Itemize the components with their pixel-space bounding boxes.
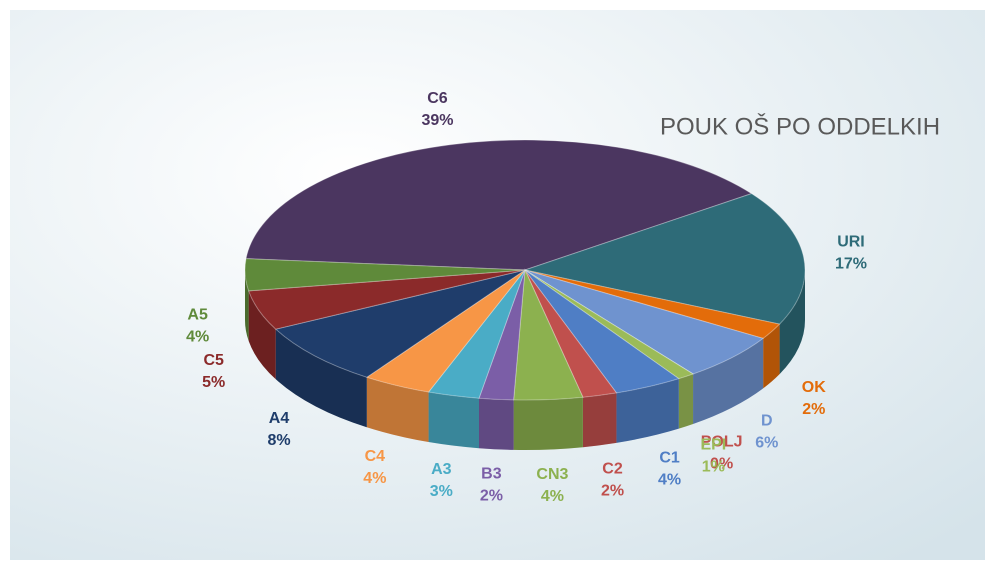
slice [524, 269, 618, 398]
slice [478, 269, 526, 401]
slice-label: D [761, 412, 773, 429]
slice [524, 269, 765, 375]
slice-side-shade [275, 329, 367, 428]
slice [524, 269, 695, 380]
slice-value-label: 4% [541, 488, 564, 505]
slice-label: A4 [269, 410, 290, 427]
slice-side [693, 338, 764, 424]
slice [274, 269, 526, 378]
slice-label: B3 [481, 466, 502, 483]
slice-side [582, 392, 617, 448]
slice-side-shade [248, 290, 276, 380]
slice-side [513, 397, 583, 450]
slice-label: URI [837, 234, 865, 251]
slice [247, 269, 526, 330]
slice-side [275, 329, 367, 428]
slice-side-shade [763, 324, 780, 389]
slice [365, 269, 526, 393]
slice [524, 269, 680, 394]
slice [523, 193, 806, 325]
slice-value-label: 8% [267, 432, 290, 449]
slice-label: C1 [659, 450, 680, 467]
slice-side [248, 290, 276, 380]
slice-side [479, 398, 514, 450]
slice-value-label: 6% [755, 434, 778, 451]
slice-side [366, 377, 429, 443]
slice [427, 269, 526, 399]
slice-side-shade [245, 270, 249, 341]
slice-side-shade [616, 378, 679, 443]
slice-label: C6 [427, 90, 448, 107]
slice-value-label: 3% [430, 483, 453, 500]
slice [524, 269, 781, 339]
slice-side-shade [428, 392, 480, 449]
slice-value-label: 2% [480, 488, 503, 505]
slice-value-label: 2% [802, 401, 825, 418]
slice-label: C2 [602, 461, 623, 478]
slice [245, 139, 753, 271]
slice-label: EPI [700, 436, 726, 453]
slice-value-label: 1% [702, 458, 725, 475]
slice-side [678, 373, 694, 429]
chart-title: POUK OŠ PO ODDELKIH [660, 112, 940, 140]
slice-side-shade [678, 373, 694, 429]
slice [513, 268, 584, 401]
slice-label: C5 [204, 352, 225, 369]
slice-side-shade [366, 377, 429, 443]
slice-value-label: 2% [601, 483, 624, 500]
slice-value-label: 0% [710, 455, 733, 472]
slice-value-label: 17% [835, 256, 867, 273]
slice-value-label: 4% [363, 470, 386, 487]
slice-side [428, 392, 480, 449]
slice-side [779, 270, 805, 375]
slice-side-shade [693, 338, 764, 424]
slice-label: A3 [431, 461, 452, 478]
slice-label: A5 [187, 306, 208, 323]
slice-label: C4 [365, 448, 386, 465]
slice-side-shade [513, 397, 583, 450]
slice-side-shade [479, 398, 514, 450]
slice-side [763, 324, 780, 389]
slice-side-shade [582, 392, 617, 448]
slice-value-label: 4% [186, 328, 209, 345]
slice-side [616, 378, 679, 443]
slice-side [245, 270, 249, 341]
slice-value-label: 39% [421, 112, 453, 129]
slice-label: POLJ [701, 433, 743, 450]
slice-value-label: 4% [658, 472, 681, 489]
slice-value-label: 5% [202, 374, 225, 391]
slice-side-shade [779, 270, 805, 375]
slice-label: OK [802, 379, 826, 396]
slice [244, 258, 526, 292]
slice-label: CN3 [536, 466, 568, 483]
